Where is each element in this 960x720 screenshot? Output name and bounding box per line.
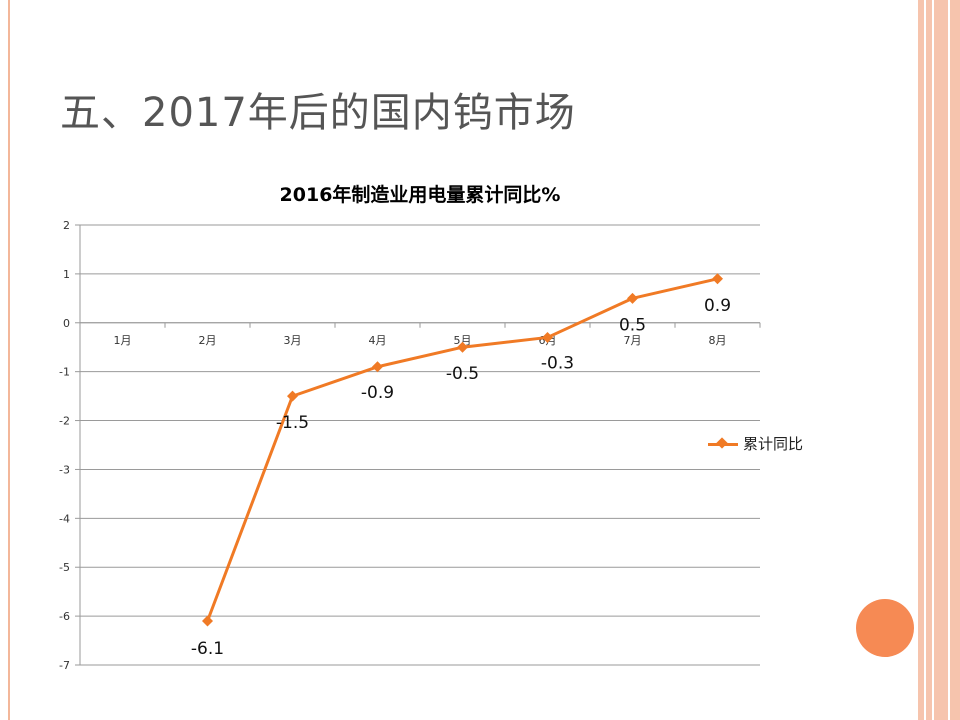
y-tick-label: 1 [63, 268, 70, 281]
chart-legend: 累计同比 [708, 433, 803, 454]
right-border-band [918, 0, 960, 720]
data-label: -1.5 [276, 413, 309, 433]
data-point [287, 390, 298, 402]
x-tick-label: 3月 [284, 334, 302, 347]
data-point [542, 331, 553, 343]
legend-swatch [708, 434, 738, 454]
x-tick-label: 7月 [624, 334, 642, 347]
x-tick-label: 2月 [199, 334, 217, 347]
y-tick-label: -4 [59, 512, 70, 525]
data-label: 0.9 [704, 296, 731, 316]
legend-label: 累计同比 [743, 435, 804, 453]
left-border-line [8, 0, 10, 720]
x-tick-label: 5月 [454, 334, 472, 347]
data-label: -0.5 [446, 364, 479, 384]
x-tick-label: 8月 [709, 334, 727, 347]
y-tick-label: -2 [59, 415, 70, 428]
data-label: -0.3 [541, 353, 574, 373]
x-tick-label: 4月 [369, 334, 387, 347]
decorative-circle [856, 599, 914, 657]
data-point [627, 292, 638, 304]
y-tick-label: -1 [59, 366, 70, 379]
data-point [457, 341, 468, 353]
y-tick-label: 0 [63, 317, 70, 330]
data-point [712, 273, 723, 285]
y-tick-label: -5 [59, 561, 70, 574]
data-point [372, 361, 383, 373]
data-label: -0.9 [361, 383, 394, 403]
data-point [202, 615, 213, 627]
y-tick-label: -7 [59, 659, 70, 672]
x-tick-label: 1月 [114, 334, 132, 347]
y-tick-label: -6 [59, 610, 70, 623]
y-tick-label: -3 [59, 463, 70, 476]
chart-title: 2016年制造业用电量累计同比% [279, 184, 561, 206]
data-label: -6.1 [191, 639, 224, 659]
data-label: 0.5 [619, 315, 646, 335]
y-tick-label: 2 [63, 219, 70, 232]
slide-title: 五、2017年后的国内钨市场 [60, 90, 576, 136]
